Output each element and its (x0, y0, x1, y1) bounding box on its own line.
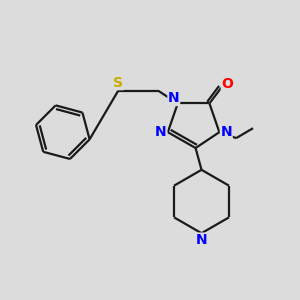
Text: N: N (220, 125, 232, 139)
Text: N: N (196, 233, 207, 247)
Text: O: O (221, 76, 233, 91)
Text: O: O (221, 76, 233, 91)
Text: S: S (113, 76, 123, 90)
Text: N: N (155, 125, 167, 139)
Text: N: N (196, 233, 207, 247)
Text: S: S (113, 76, 123, 90)
Text: N: N (155, 125, 167, 139)
Text: N: N (220, 125, 232, 139)
Text: N: N (168, 92, 180, 106)
Text: N: N (168, 92, 180, 106)
